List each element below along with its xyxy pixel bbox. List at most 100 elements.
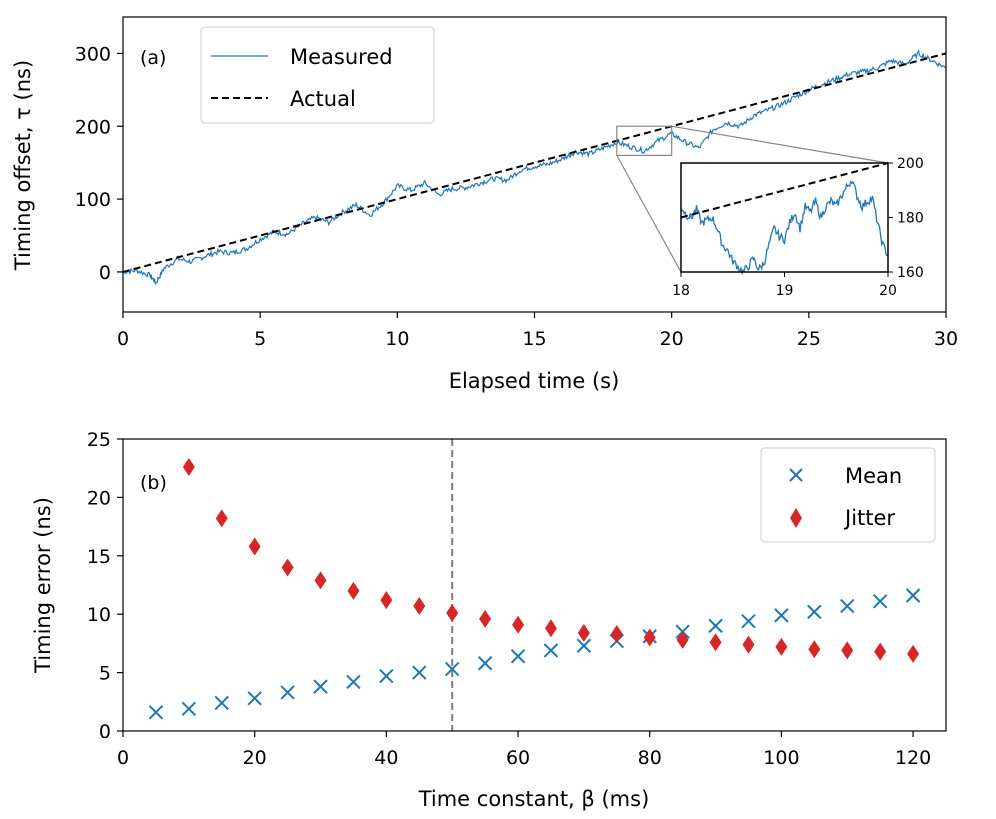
- panel-a-y-tick-label: 300: [75, 43, 111, 65]
- mean-point: [708, 618, 723, 634]
- jitter-point: [808, 640, 821, 659]
- panel-b-y-tick-label: 0: [99, 721, 111, 743]
- panel-b-x-ticks: 0 20 40 60 80 100 120: [117, 731, 931, 769]
- jitter-point: [413, 597, 426, 616]
- mean-point: [444, 661, 460, 677]
- mean-point: [905, 588, 921, 603]
- inset-connector-lines: [616, 125, 889, 273]
- panel-a-x-tick-label: 20: [660, 328, 684, 350]
- jitter-point: [281, 558, 294, 577]
- panel-b-y-ticks: 0 5 10 15 20 25: [87, 429, 123, 743]
- jitter-point: [577, 623, 590, 642]
- panel-a-x-axis-label: Elapsed time (s): [449, 369, 620, 393]
- jitter-point: [248, 537, 261, 556]
- panel-b-legend-box: [760, 447, 936, 543]
- panel-b-y-tick-label: 25: [87, 429, 111, 451]
- panel-b-marks: [148, 439, 921, 731]
- panel-a-y-tick-label: 200: [75, 116, 111, 138]
- panel-a-x-ticks: 0 5 10 15 20 25 30: [117, 312, 958, 350]
- inset-y-ticks: 160 180 200: [888, 156, 924, 281]
- panel-b-x-tick-label: 0: [117, 747, 129, 769]
- inset-background: [681, 163, 888, 272]
- legend-mean-label: Mean: [845, 464, 902, 488]
- panel-a-marks: [122, 49, 947, 286]
- panel-b-y-tick-label: 20: [87, 487, 111, 509]
- jitter-point: [841, 641, 854, 660]
- panel-b-y-tick-label: 15: [87, 546, 111, 568]
- inset-x-tick-label: 18: [672, 283, 690, 299]
- jitter-point: [544, 619, 557, 638]
- panel-b-x-axis-label: Time constant, β (ms): [418, 787, 650, 811]
- mean-point: [412, 665, 427, 680]
- mean-point: [247, 691, 262, 706]
- panel-b-y-tick-label: 5: [99, 663, 111, 685]
- jitter-point: [215, 509, 228, 528]
- mean-point: [477, 656, 493, 671]
- panel-a-x-tick-label: 0: [117, 328, 129, 350]
- panel-b-y-axis-label: Timing error (ns): [31, 497, 55, 674]
- mean-point: [346, 674, 361, 690]
- mean-point: [379, 668, 394, 684]
- panel-b-x-tick-label: 20: [243, 747, 267, 769]
- panel-a: 0 5 10 15 20 25 30 0 100 200 300 (a) Elapsed time…: [11, 16, 958, 393]
- inset-connector-line: [616, 155, 682, 273]
- inset-y-tick-label: 180: [897, 211, 924, 227]
- mean-point: [280, 685, 295, 700]
- inset-y-tick-label: 200: [897, 156, 924, 172]
- panel-a-y-tick-label: 100: [75, 189, 111, 211]
- jitter-point: [709, 633, 722, 652]
- panel-b-x-tick-label: 40: [374, 747, 398, 769]
- panel-b-x-tick-label: 100: [763, 747, 799, 769]
- legend-mean-marker-icon: [789, 468, 803, 482]
- jitter-point: [874, 642, 887, 661]
- jitter-point: [775, 637, 788, 656]
- actual-series-line: [122, 52, 947, 273]
- jitter-point: [314, 571, 327, 590]
- inset-connector-line: [671, 125, 889, 164]
- panel-a-y-ticks: 0 100 200 300: [75, 43, 123, 284]
- legend-jitter-marker-icon: [790, 508, 802, 528]
- jitter-point: [676, 630, 689, 649]
- jitter-point: [512, 615, 525, 634]
- jitter-point: [907, 644, 920, 663]
- panel-a-y-tick-label: 0: [99, 262, 111, 284]
- mean-point: [313, 679, 328, 694]
- legend-actual-label: Actual: [290, 87, 356, 111]
- jitter-point: [742, 635, 755, 654]
- mean-point: [840, 598, 855, 614]
- panel-a-x-tick-label: 25: [797, 328, 821, 350]
- mean-point: [214, 695, 229, 711]
- jitter-point: [643, 628, 656, 647]
- jitter-point: [446, 604, 459, 623]
- panel-a-x-tick-label: 30: [934, 328, 958, 350]
- measured-series-line: [122, 49, 947, 286]
- panel-b-x-tick-label: 60: [506, 747, 530, 769]
- panel-a-label: (a): [140, 47, 166, 69]
- jitter-point: [380, 591, 393, 610]
- legend-measured-label: Measured: [290, 45, 393, 69]
- jitter-point: [610, 625, 623, 644]
- mean-point: [510, 649, 526, 664]
- inset-x-tick-label: 19: [776, 283, 794, 299]
- panel-b-y-tick-label: 10: [87, 604, 111, 626]
- inset-y-tick-label: 160: [897, 265, 924, 281]
- mean-point: [774, 608, 789, 623]
- inset-x-ticks: 18 19 20: [672, 272, 897, 299]
- inset-measured-line: [680, 179, 889, 275]
- inset-x-tick-label: 20: [879, 283, 897, 299]
- panel-a-y-axis-label: Timing offset, τ (ns): [11, 60, 35, 271]
- mean-point: [807, 604, 822, 620]
- mean-point: [543, 643, 559, 658]
- panel-b: 0 20 40 60 80 100 120 0 5 10 15 20 25 (b) Time cons…: [31, 429, 947, 811]
- panel-b-label: (b): [140, 472, 167, 494]
- panel-b-legend: Mean Jitter: [760, 447, 936, 543]
- mean-point: [576, 638, 592, 653]
- panel-a-inset: 18 19 20 160 180 200: [616, 125, 924, 299]
- panel-a-x-tick-label: 15: [522, 328, 546, 350]
- inset-actual-line: [680, 162, 889, 219]
- zoom-region-box: [616, 125, 673, 156]
- mean-point: [148, 705, 164, 720]
- mean-point: [872, 594, 888, 609]
